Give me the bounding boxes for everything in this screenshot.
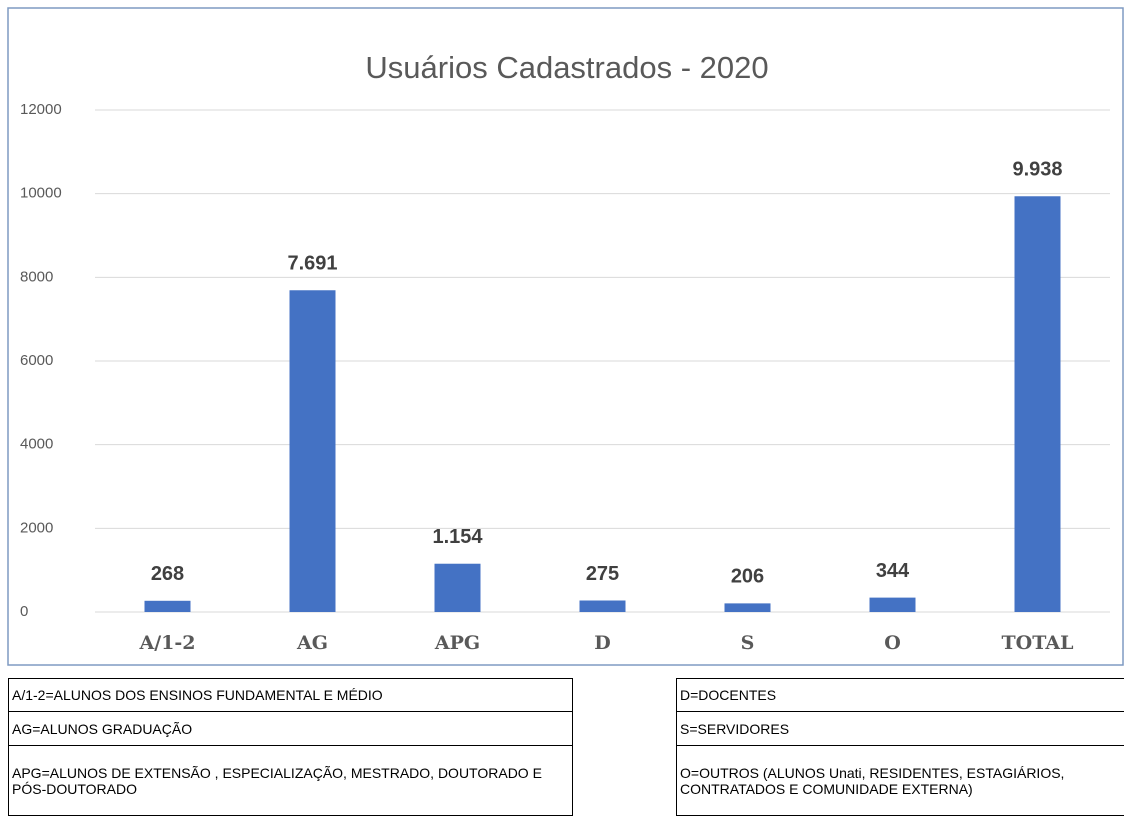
bar bbox=[580, 600, 626, 612]
bar bbox=[435, 564, 481, 612]
y-tick-label: 6000 bbox=[20, 352, 53, 369]
y-tick-label: 2000 bbox=[20, 519, 53, 536]
data-label: 206 bbox=[731, 566, 764, 588]
note: S=SERVIDORES bbox=[677, 712, 1124, 746]
note: AG=ALUNOS GRADUAÇÃO bbox=[9, 712, 573, 746]
note: APG=ALUNOS DE EXTENSÃO , ESPECIALIZAÇÃO,… bbox=[9, 746, 573, 816]
y-tick-label: 8000 bbox=[20, 268, 53, 285]
x-tick-label: APG bbox=[434, 632, 480, 654]
data-label: 9.938 bbox=[1012, 159, 1062, 181]
bar bbox=[725, 603, 771, 612]
note: A/1-2=ALUNOS DOS ENSINOS FUNDAMENTAL E M… bbox=[9, 679, 573, 712]
y-tick-label: 4000 bbox=[20, 436, 53, 453]
data-label: 7.691 bbox=[287, 253, 337, 275]
x-tick-label: A/1-2 bbox=[138, 632, 195, 654]
note: D=DOCENTES bbox=[677, 679, 1124, 712]
note: O=OUTROS (ALUNOS Unati, RESIDENTES, ESTA… bbox=[677, 746, 1124, 816]
x-tick-label: D bbox=[594, 632, 610, 654]
bar bbox=[290, 290, 336, 612]
y-tick-label: 12000 bbox=[20, 101, 62, 118]
notes-right: D=DOCENTES S=SERVIDORES O=OUTROS (ALUNOS… bbox=[676, 678, 1124, 816]
x-tick-label: S bbox=[741, 632, 755, 654]
data-label: 268 bbox=[151, 563, 184, 585]
chart-title: Usuários Cadastrados - 2020 bbox=[365, 50, 768, 85]
bar bbox=[145, 601, 191, 612]
chart: Usuários Cadastrados - 2020 0 2000 4000 600… bbox=[0, 0, 1124, 670]
x-tick-label: AG bbox=[296, 632, 328, 654]
x-tick-label: TOTAL bbox=[1002, 632, 1074, 654]
data-label: 1.154 bbox=[432, 526, 483, 548]
notes-left: A/1-2=ALUNOS DOS ENSINOS FUNDAMENTAL E M… bbox=[8, 678, 573, 816]
bar bbox=[870, 598, 916, 612]
x-tick-label: O bbox=[884, 632, 901, 654]
y-tick-label: 0 bbox=[20, 603, 28, 620]
data-label: 344 bbox=[876, 560, 910, 582]
bar bbox=[1015, 196, 1061, 612]
data-label: 275 bbox=[586, 563, 619, 585]
y-tick-label: 10000 bbox=[20, 185, 62, 202]
